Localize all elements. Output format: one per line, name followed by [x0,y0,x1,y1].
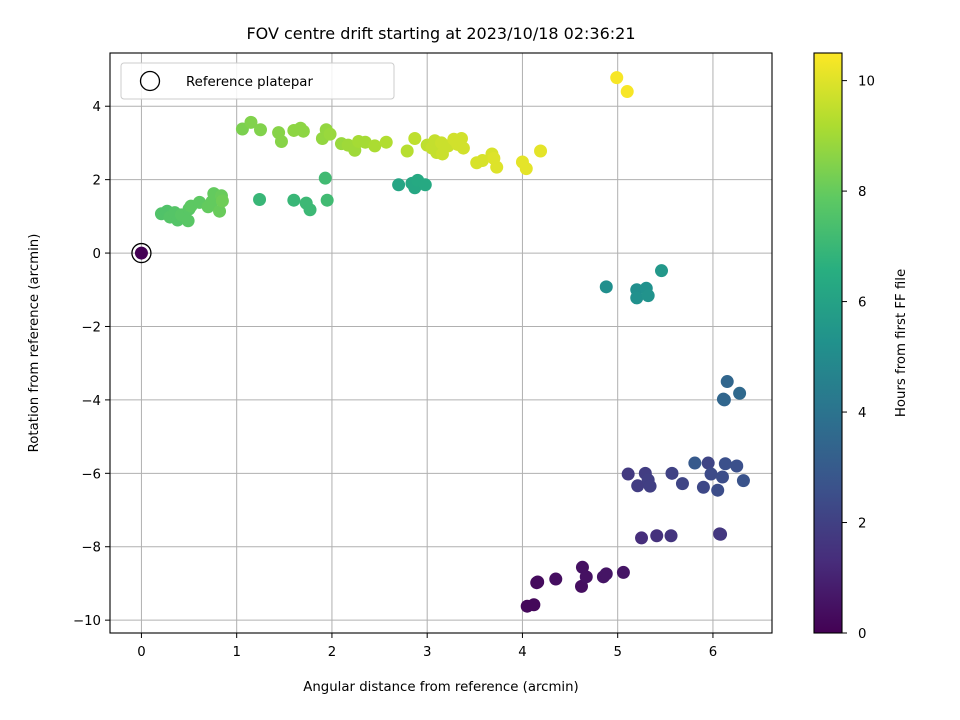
data-point [303,203,317,217]
data-point [379,135,393,149]
colorbar-tick-label: 2 [858,517,866,532]
colorbar-tick-label: 6 [858,296,866,311]
data-point [213,204,227,218]
y-axis-label: Rotation from reference (arcmin) [27,234,42,453]
data-point [323,127,337,141]
data-point [616,565,630,579]
data-point [368,139,382,153]
data-point [716,392,730,406]
data-point [701,456,715,470]
data-point [655,264,669,278]
y-tick-label: −6 [81,467,101,482]
colorbar-tick-label: 10 [858,75,875,90]
y-tick-label: −2 [81,320,101,335]
x-axis-label: Angular distance from reference (arcmin) [303,680,578,695]
y-tick-label: 4 [93,100,101,115]
x-tick-label: 1 [232,645,240,660]
x-tick-label: 6 [709,645,717,660]
colorbar-frame [813,52,843,634]
data-point [643,479,657,493]
y-tick-label: −10 [73,614,101,629]
data-point [527,598,541,612]
data-point [599,280,613,294]
colorbar-gradient [814,53,842,633]
data-point [253,123,267,137]
data-point [519,162,533,176]
data-point [392,178,406,192]
legend-marker-reference [139,70,161,92]
plot-frame [109,52,773,634]
reference-point [134,246,148,260]
data-point [621,467,635,481]
data-point [534,144,548,158]
colorbar: 0 2 4 6 8 10 Hours from first FF file [813,52,909,642]
x-tick-label: 4 [518,645,526,660]
data-point [296,124,310,138]
y-tick-label: 0 [93,247,101,262]
data-point [610,71,624,85]
y-tick-label: −8 [81,541,101,556]
data-point [675,477,689,491]
data-point [549,572,563,586]
x-tick-label: 5 [613,645,621,660]
colorbar-label: Hours from first FF file [894,269,909,417]
data-point [274,134,288,148]
data-point [665,466,679,480]
data-point [641,289,655,303]
data-point [688,456,702,470]
y-tick-label: 2 [93,174,101,189]
x-tick-label: 2 [328,645,336,660]
x-tick-label: 0 [137,645,145,660]
grid-lines [110,53,772,633]
x-tick-label: 3 [423,645,431,660]
data-point [215,194,229,208]
data-point [696,480,710,494]
data-point [715,470,729,484]
data-point [714,527,728,541]
data-point [287,193,301,207]
data-point [531,575,545,589]
data-point [711,483,725,497]
data-points [131,71,750,613]
legend: Reference platepar [120,62,395,100]
y-tick-label: −4 [81,394,101,409]
chart-title: FOV centre drift starting at 2023/10/18 … [246,24,635,43]
data-point [320,193,334,207]
data-point [620,85,634,99]
data-point [704,467,718,481]
data-point [736,474,750,488]
data-point [490,160,504,174]
data-point [718,457,732,471]
data-point [730,459,744,473]
data-point [318,171,332,185]
data-point [733,386,747,400]
y-axis-ticks: −10 −8 −6 −4 −2 0 2 4 [73,100,110,629]
colorbar-ticks: 0 2 4 6 8 10 [842,75,875,642]
reference-marker-ring [131,242,152,264]
data-point [599,567,613,581]
data-point [579,570,593,584]
x-axis-ticks: 0 1 2 3 4 5 6 [137,633,717,660]
data-point [664,529,678,543]
data-point [475,154,489,168]
data-point [720,375,734,389]
data-point [418,178,432,192]
legend-box [120,62,395,100]
data-point [631,479,645,493]
colorbar-tick-label: 0 [858,627,866,642]
data-point [630,291,644,305]
data-point [400,144,414,158]
data-point [244,115,258,129]
data-point [635,531,649,545]
data-point [181,214,195,228]
data-point [253,192,267,206]
colorbar-tick-label: 4 [858,406,866,421]
data-point [456,141,470,155]
colorbar-tick-label: 8 [858,185,866,200]
data-point [650,529,664,543]
legend-entry-reference-platepar: Reference platepar [186,75,313,90]
data-point [408,132,422,146]
